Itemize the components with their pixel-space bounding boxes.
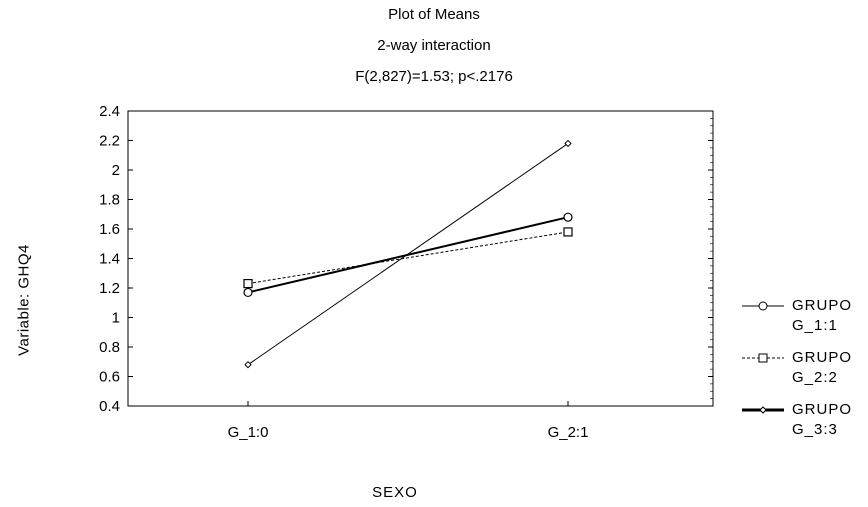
series-line-1 [247,216,569,294]
chart-title: Plot of Means [388,6,480,23]
legend-item-g3: GRUPO G_3:3 [742,400,866,452]
x-tick-label: G_2:1 [548,424,589,441]
legend-g1-line1: GRUPO [792,297,853,314]
series-line-3 [247,143,569,366]
legend-item-g2: GRUPO G_2:2 [742,348,866,400]
data-point-circle [563,212,573,222]
x-tick-label: G_1:0 [228,424,269,441]
data-point-circle [243,287,253,298]
chart-subtitle-1: 2-way interaction [377,37,491,54]
legend-item-g1: GRUPO G_1:1 [742,296,866,348]
legend-g2-line2: G_2:2 [792,369,838,386]
legend-label-g1: GRUPO G_1:1 [792,296,864,336]
y-tick-label: 1.2 [99,280,120,297]
y-tick-label: 0.8 [99,339,120,356]
chart-subtitle-2: F(2,827)=1.53; p<.2176 [355,68,513,85]
y-tick-label: 1.6 [99,221,120,238]
legend-g3-line1: GRUPO [792,401,853,418]
y-tick-label: 0.6 [99,369,120,386]
y-axis-label-text: Variable: GHQ4 [15,244,33,356]
data-point-square [563,227,573,237]
legend-label-g2: GRUPO G_2:2 [792,348,864,388]
y-tick-label: 1 [112,310,120,327]
legend-swatch-circle-icon [742,301,784,311]
y-tick-label: 2.2 [99,133,120,150]
data-point-diamond [244,360,252,369]
y-tick-label: 2 [112,162,120,179]
y-tick-label: 1.4 [99,251,120,268]
data-point-square [243,278,253,289]
legend-swatch-diamond-icon [742,406,784,414]
y-tick-label: 2.4 [99,103,120,120]
y-tick-label: 0.4 [99,398,120,415]
legend-swatch-square-icon [742,353,784,363]
x-axis-label: SEXO [372,484,418,501]
legend-g2-line1: GRUPO [792,349,853,366]
data-point-diamond [564,139,572,148]
legend-g1-line2: G_1:1 [792,317,838,334]
series-line-2 [247,231,569,285]
y-tick-label: 1.8 [99,192,120,209]
legend-label-g3: GRUPO G_3:3 [792,400,864,440]
plot-frame [127,110,714,407]
legend: GRUPO G_1:1 GRUPO G_2:2 GRUPO G_3:3 [742,296,866,452]
legend-g3-line2: G_3:3 [792,421,838,438]
